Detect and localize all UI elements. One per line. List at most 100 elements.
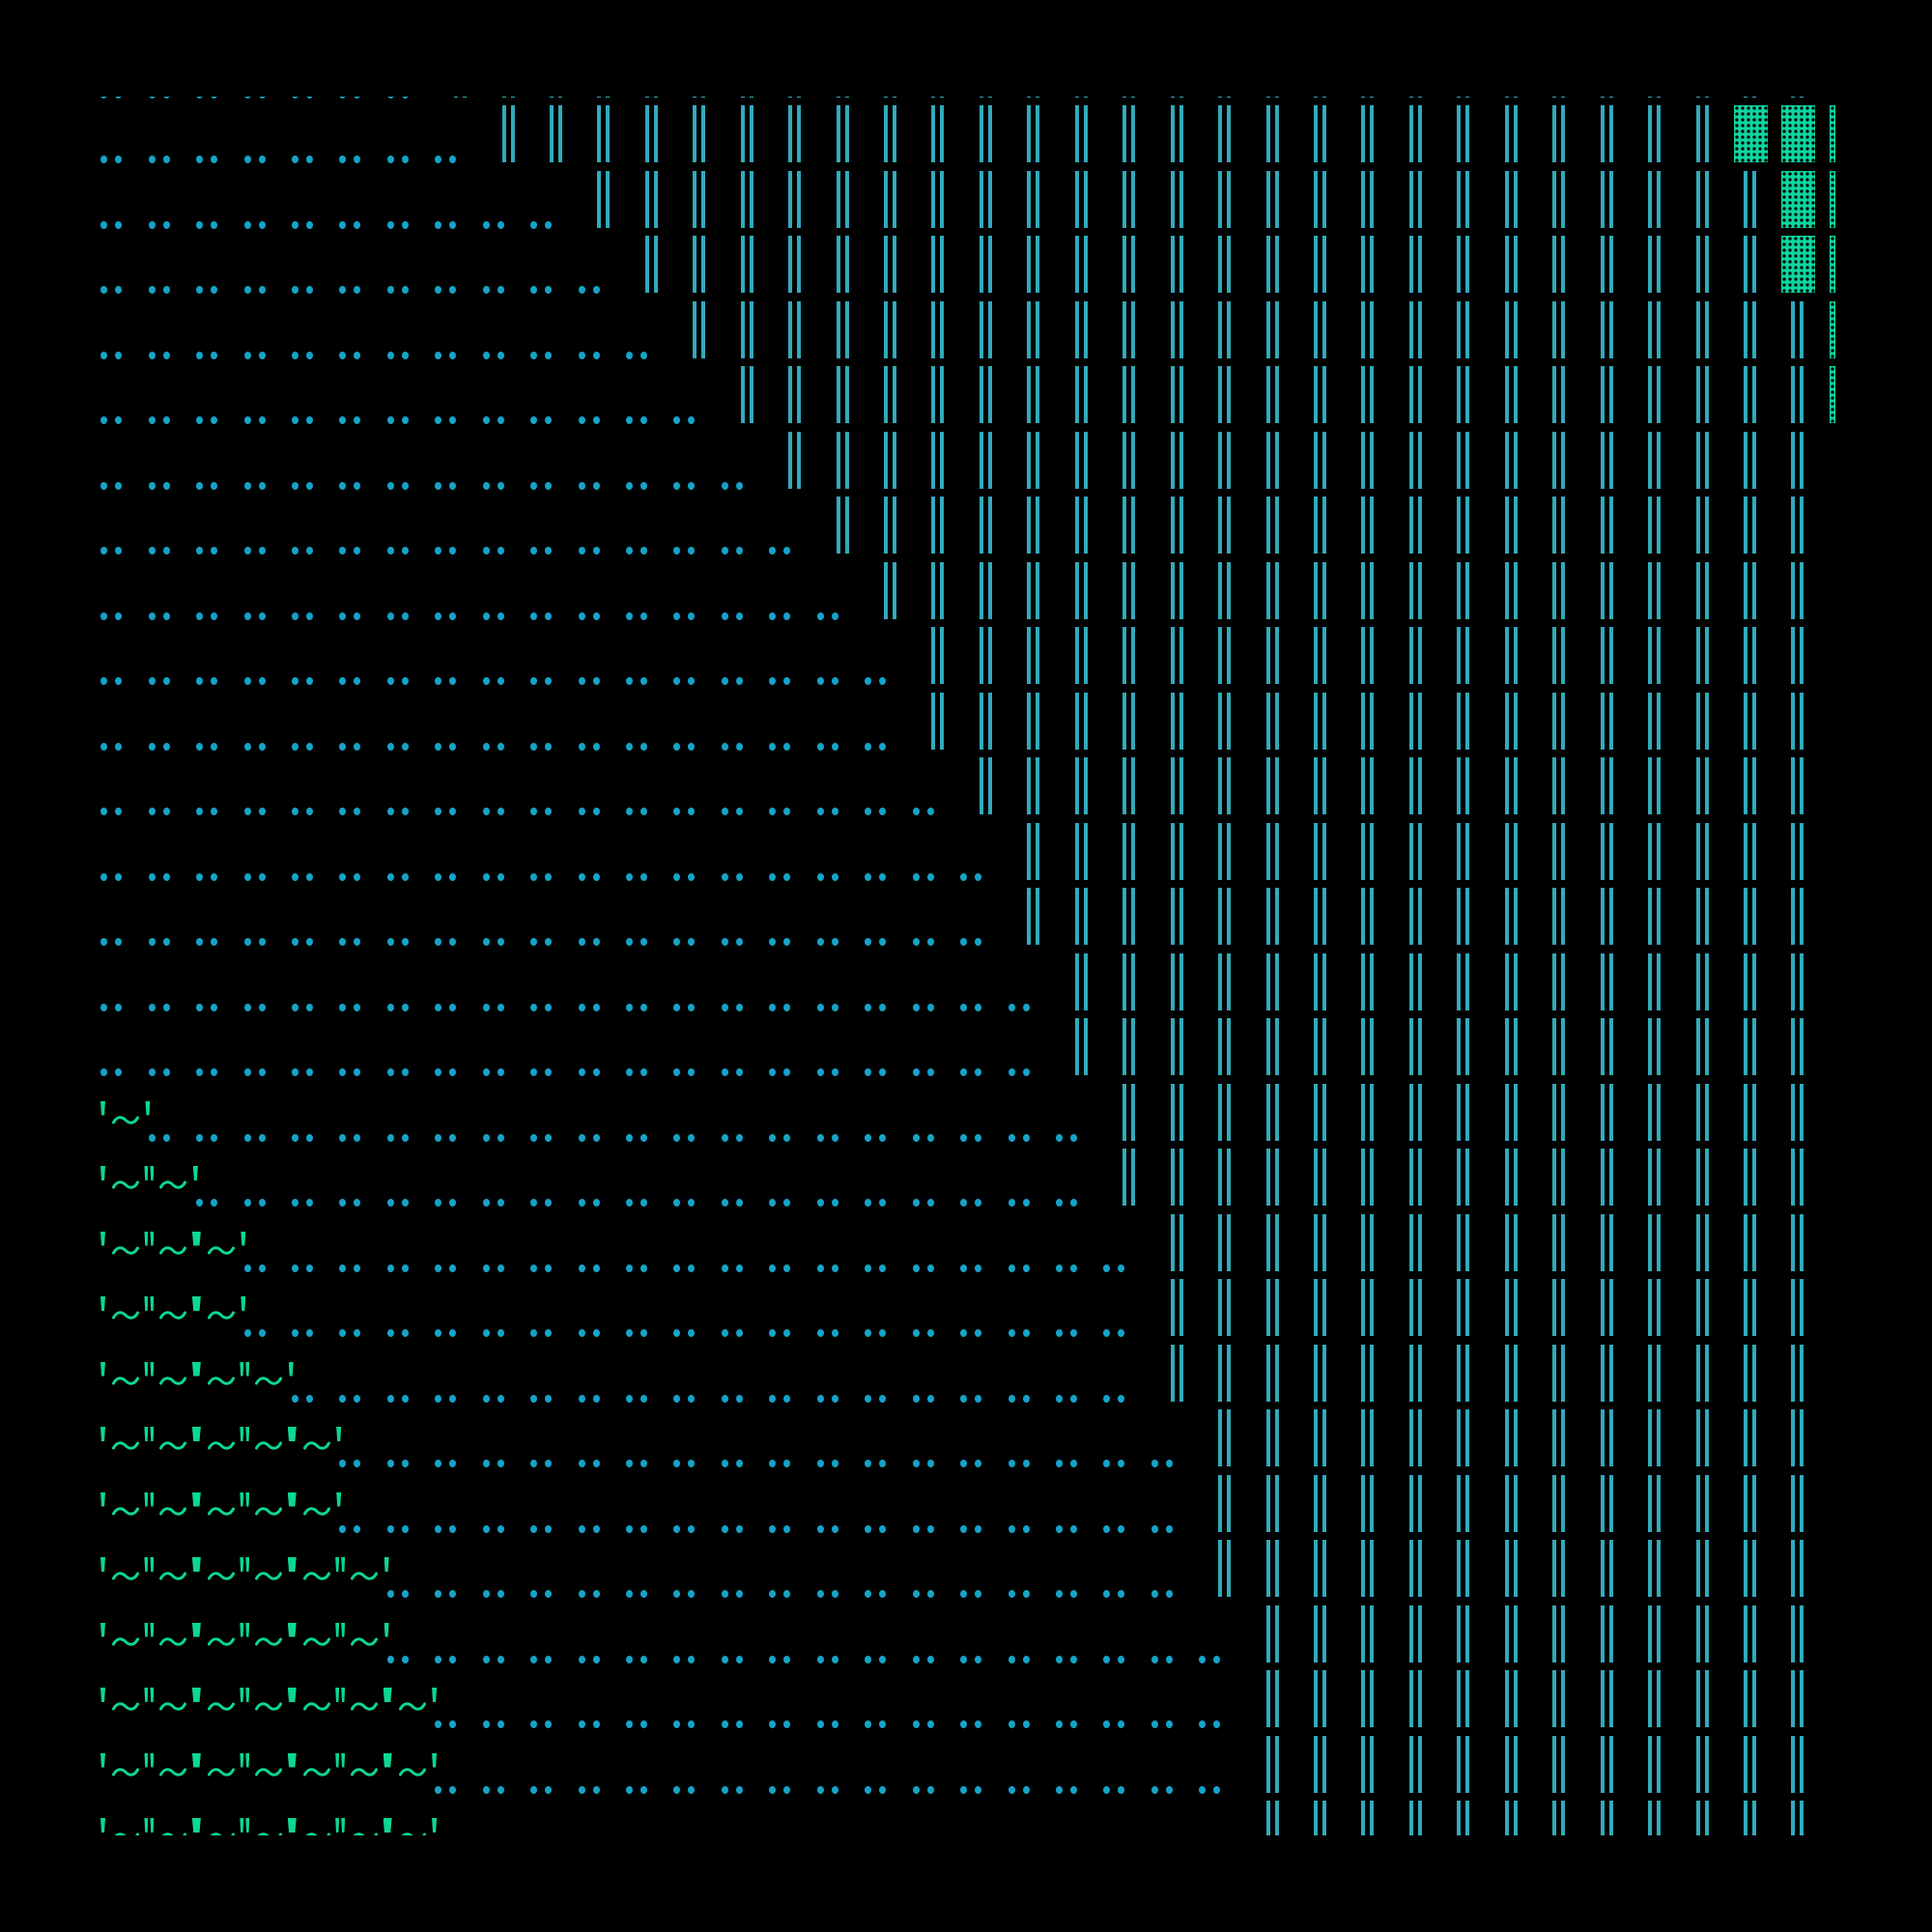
- bar-glyph: [1074, 822, 1079, 880]
- bar-glyph: [1274, 300, 1279, 358]
- bar-glyph: [1600, 1213, 1605, 1271]
- dot-glyph: [291, 1394, 298, 1403]
- bar-glyph: [1265, 497, 1270, 554]
- bar-glyph: [1218, 1018, 1223, 1075]
- dot-glyph: [865, 1003, 872, 1011]
- bar-glyph: [1457, 1018, 1462, 1075]
- quote-stroke: [240, 1818, 244, 1833]
- tilde-glyph: [302, 1506, 330, 1516]
- bar-glyph: [1179, 952, 1183, 1010]
- bar-glyph: [1600, 1605, 1605, 1662]
- bar-glyph: [1504, 366, 1509, 423]
- dot-glyph: [688, 1785, 696, 1794]
- bar-glyph: [1561, 1540, 1566, 1597]
- bar-glyph: [1457, 627, 1462, 684]
- dot-glyph: [545, 808, 553, 815]
- bar-glyph: [1608, 1149, 1613, 1206]
- bar-glyph: [1657, 1149, 1662, 1206]
- dot-glyph: [735, 872, 743, 881]
- dot-glyph: [626, 611, 634, 620]
- dot-glyph: [258, 1133, 266, 1142]
- bar-glyph: [1513, 1279, 1518, 1336]
- bar-glyph: [1751, 170, 1756, 228]
- bar-glyph: [749, 97, 753, 98]
- bar-glyph: [1457, 497, 1462, 554]
- dot-glyph: [1151, 1524, 1158, 1533]
- dot-glyph: [305, 938, 313, 946]
- bar-glyph: [549, 105, 554, 162]
- dot-glyph: [816, 872, 824, 881]
- bar-glyph: [884, 105, 889, 162]
- dot-glyph: [912, 1785, 920, 1794]
- dot-glyph: [816, 1460, 824, 1467]
- dot-glyph: [912, 1068, 920, 1076]
- bar-glyph: [740, 170, 745, 228]
- bar-glyph: [1170, 1018, 1175, 1075]
- dot-glyph: [401, 1394, 409, 1403]
- dot-glyph: [592, 547, 600, 554]
- dot-glyph: [960, 1133, 968, 1142]
- dot-glyph: [1008, 1264, 1015, 1272]
- dot-glyph: [401, 1264, 409, 1272]
- bar-glyph: [1074, 300, 1079, 358]
- dot-glyph: [401, 286, 409, 294]
- dot-glyph: [688, 1720, 696, 1728]
- bar-glyph: [1131, 170, 1136, 228]
- double-quote-glyph: [144, 1688, 155, 1702]
- bar-glyph: [884, 366, 889, 423]
- bar-glyph: [1322, 1279, 1326, 1336]
- bar-glyph: [1695, 1605, 1700, 1662]
- dot-glyph: [354, 416, 361, 424]
- bar-glyph: [1465, 1540, 1470, 1597]
- dot-glyph: [354, 1394, 361, 1403]
- bar-glyph: [1791, 1670, 1796, 1727]
- quote-glyph: [100, 1492, 105, 1507]
- dot-glyph: [975, 1655, 982, 1663]
- dot-glyph: [162, 481, 170, 490]
- bar-glyph: [931, 105, 936, 162]
- bar-glyph: [1417, 1083, 1422, 1141]
- quote-stroke: [144, 1361, 149, 1377]
- bar-glyph: [1743, 431, 1747, 489]
- bar-glyph: [1561, 822, 1566, 880]
- dot-glyph: [196, 481, 204, 490]
- bar-glyph: [1170, 888, 1175, 945]
- bar-glyph: [1417, 1670, 1422, 1727]
- dot-glyph: [783, 1329, 791, 1337]
- dot-glyph: [578, 808, 585, 815]
- bar-glyph: [1600, 1149, 1605, 1206]
- bar-glyph: [1370, 366, 1375, 423]
- bar-glyph: [1179, 1344, 1183, 1402]
- dot-glyph: [545, 611, 553, 620]
- bar-glyph: [1457, 300, 1462, 358]
- dot-glyph: [258, 156, 266, 163]
- bar-glyph: [1408, 952, 1413, 1010]
- bar-glyph: [1751, 1670, 1756, 1727]
- bar-glyph: [1600, 431, 1605, 489]
- dot-glyph: [386, 220, 394, 229]
- bar-glyph: [1227, 692, 1232, 750]
- bar-glyph: [1751, 1801, 1756, 1835]
- dot-glyph: [162, 677, 170, 685]
- dot-glyph: [339, 872, 347, 881]
- bar-glyph: [1648, 1605, 1653, 1662]
- bar-glyph: [1218, 822, 1223, 880]
- bar-glyph: [1600, 236, 1605, 293]
- dot-glyph: [1213, 1720, 1221, 1728]
- dot-glyph: [912, 1003, 920, 1011]
- dot-glyph: [975, 1329, 982, 1337]
- bar-glyph: [1370, 431, 1375, 489]
- dot-glyph: [975, 1264, 982, 1272]
- bar-glyph: [1170, 300, 1175, 358]
- ascii-pattern-canvas: [97, 97, 1835, 1835]
- bar-glyph: [1552, 692, 1557, 750]
- bar-glyph: [987, 300, 992, 358]
- bar-glyph: [749, 105, 753, 162]
- dot-glyph: [721, 1785, 728, 1794]
- tilde-glyph: [302, 1702, 330, 1711]
- bar-glyph: [1083, 236, 1088, 293]
- bar-glyph: [1457, 1670, 1462, 1727]
- bar-glyph: [1751, 888, 1756, 945]
- bar-glyph: [1743, 757, 1747, 814]
- bar-glyph: [1027, 97, 1032, 98]
